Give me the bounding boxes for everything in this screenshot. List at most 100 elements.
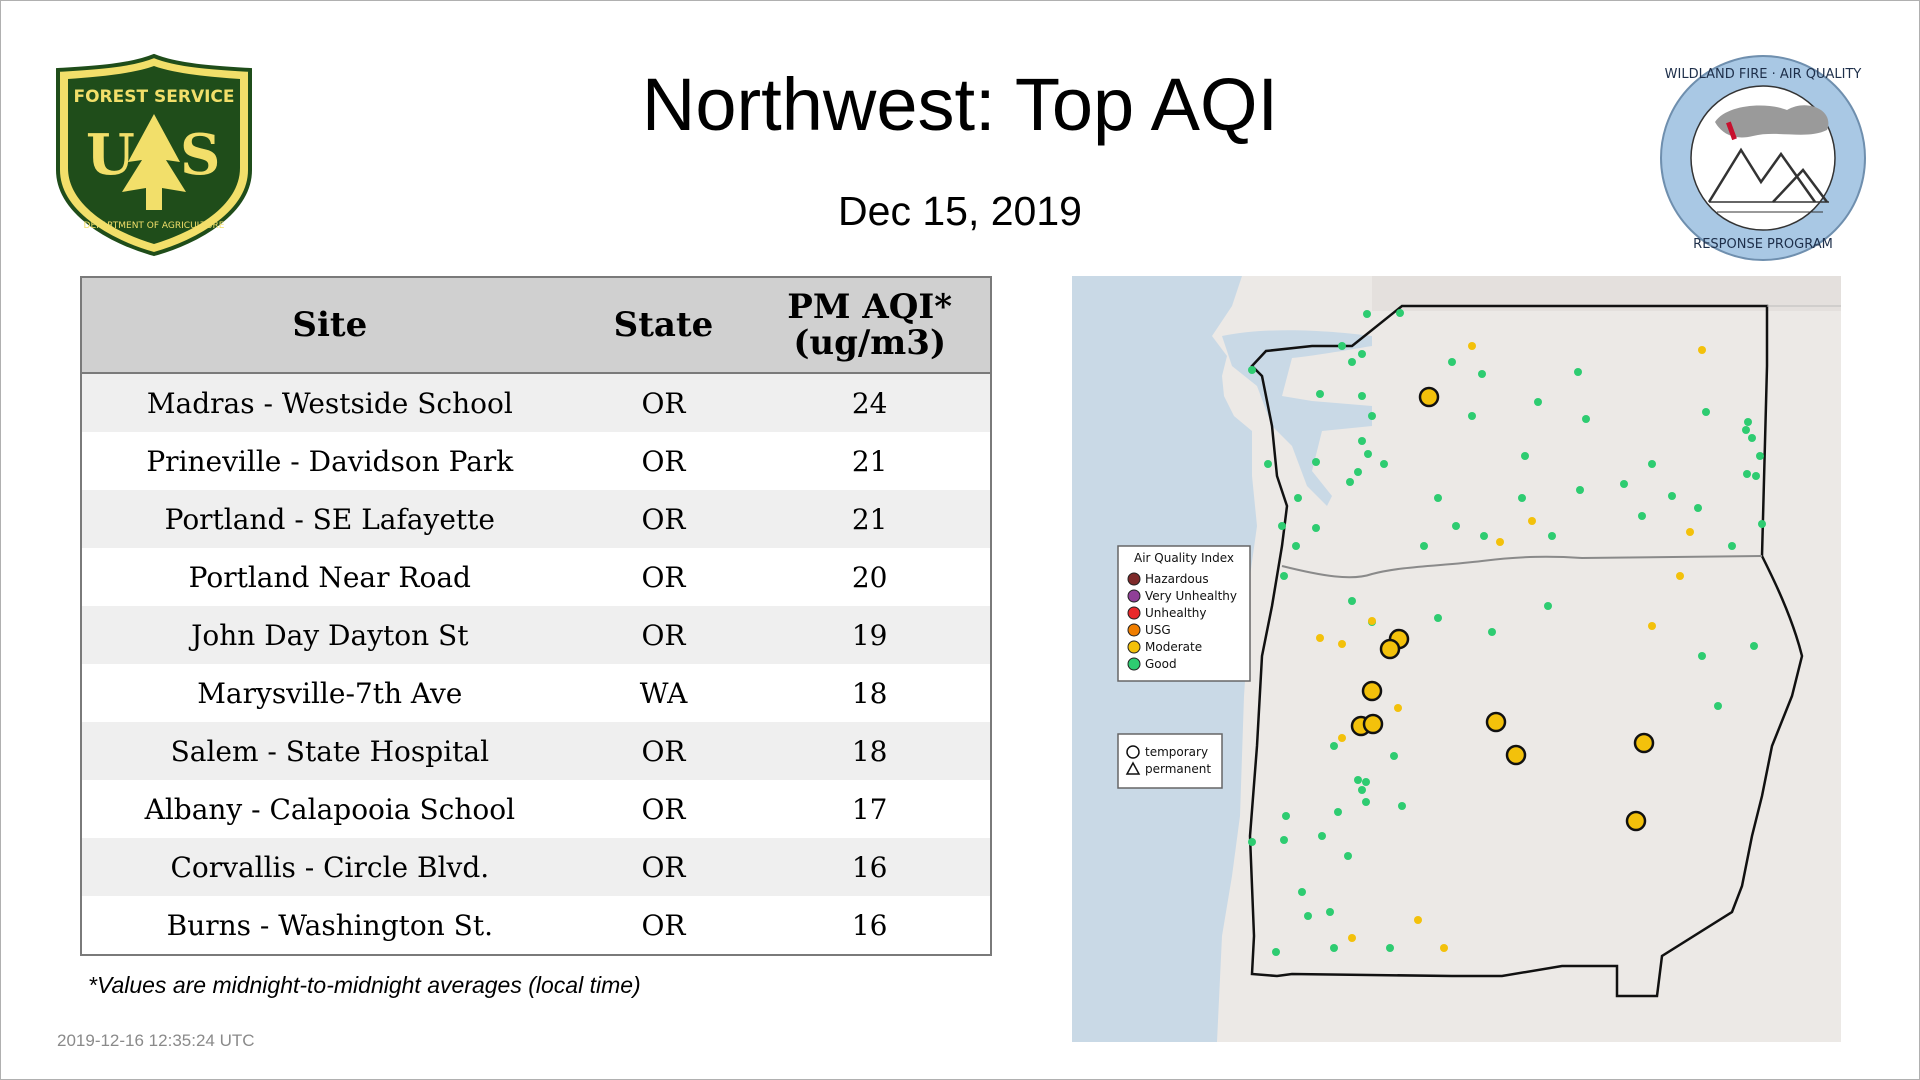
site-dot — [1452, 522, 1460, 530]
site-dot — [1518, 494, 1526, 502]
logo-letter-s: S — [180, 122, 220, 188]
header-pm-aqi-line2: (ug/m3) — [793, 323, 947, 363]
site-dot — [1414, 916, 1422, 924]
site-dot — [1398, 802, 1406, 810]
site-dot — [1282, 812, 1290, 820]
state-cell: OR — [577, 432, 750, 490]
legend-hazardous: Hazardous — [1145, 572, 1209, 586]
temporary-site-marker — [1633, 732, 1655, 754]
site-dot — [1448, 358, 1456, 366]
site-dot — [1544, 602, 1552, 610]
site-dot — [1742, 426, 1750, 434]
state-cell: OR — [577, 606, 750, 664]
site-dot — [1702, 408, 1710, 416]
site-dot — [1396, 309, 1404, 317]
temporary-site-marker — [1379, 638, 1401, 660]
site-dot — [1298, 888, 1306, 896]
site-dot — [1348, 358, 1356, 366]
table-row: Corvallis - Circle Blvd. OR 16 — [81, 838, 991, 896]
site-dot — [1620, 480, 1628, 488]
table-row: Prineville - Davidson Park OR 21 — [81, 432, 991, 490]
logo-forest-service-text: FOREST SERVICE — [73, 87, 234, 107]
site-dot — [1480, 532, 1488, 540]
aqi-cell: 17 — [749, 780, 991, 838]
forest-service-logo: U S FOREST SERVICE DEPARTMENT OF AGRICUL… — [56, 53, 252, 257]
logo-letter-u: U — [86, 122, 135, 188]
temporary-site-markers — [1350, 386, 1655, 832]
site-dot — [1338, 342, 1346, 350]
site-dot — [1334, 808, 1342, 816]
header-pm-aqi-line1: PM AQI* — [787, 287, 953, 327]
map-canada — [1372, 276, 1841, 311]
site-dot — [1420, 542, 1428, 550]
site-dot — [1358, 437, 1366, 445]
state-cell: OR — [577, 838, 750, 896]
site-dot — [1272, 948, 1280, 956]
legend-usg: USG — [1145, 623, 1171, 637]
table-row: Madras - Westside School OR 24 — [81, 373, 991, 432]
site-dot — [1354, 468, 1362, 476]
site-dot — [1358, 350, 1366, 358]
site-dot — [1488, 628, 1496, 636]
site-dot — [1496, 538, 1504, 546]
site-dot — [1330, 742, 1338, 750]
aqi-map: Air Quality Index Hazardous Very Unhealt… — [1072, 276, 1841, 1042]
aqi-cell: 16 — [749, 838, 991, 896]
footnote: *Values are midnight-to-midnight average… — [88, 972, 641, 998]
page-title: Northwest: Top AQI — [641, 63, 1279, 146]
table-row: Marysville-7th Ave WA 18 — [81, 664, 991, 722]
top-aqi-table: Site State PM AQI* (ug/m3) Madras - Wests… — [80, 276, 992, 956]
site-dot — [1348, 934, 1356, 942]
state-cell: OR — [577, 722, 750, 780]
site-dot — [1390, 752, 1398, 760]
temporary-site-marker — [1362, 713, 1384, 735]
site-cell: Portland - SE Lafayette — [81, 490, 578, 548]
site-cell: John Day Dayton St — [81, 606, 578, 664]
site-dot — [1312, 524, 1320, 532]
aqi-cell: 21 — [749, 432, 991, 490]
site-dot — [1686, 528, 1694, 536]
site-dot — [1698, 652, 1706, 660]
header-pm-aqi: PM AQI* (ug/m3) — [749, 277, 991, 374]
site-dot — [1534, 398, 1542, 406]
site-dot — [1728, 542, 1736, 550]
aqi-cell: 18 — [749, 722, 991, 780]
aqi-cell: 16 — [749, 896, 991, 955]
site-dot — [1338, 734, 1346, 742]
site-dot — [1363, 310, 1371, 318]
site-dot — [1752, 472, 1760, 480]
logo-wfaq-bottom-text: RESPONSE PROGRAM — [1693, 237, 1833, 252]
temporary-site-marker — [1505, 744, 1527, 766]
report-date: Dec 15, 2019 — [838, 188, 1082, 234]
site-dot — [1758, 520, 1766, 528]
site-dot — [1386, 944, 1394, 952]
table-row: Burns - Washington St. OR 16 — [81, 896, 991, 955]
site-dot — [1576, 486, 1584, 494]
site-dot — [1648, 622, 1656, 630]
aqi-cell: 24 — [749, 373, 991, 432]
table-row: Salem - State Hospital OR 18 — [81, 722, 991, 780]
site-dot — [1440, 944, 1448, 952]
timestamp: 2019-12-16 12:35:24 UTC — [57, 1031, 255, 1050]
site-dot — [1248, 838, 1256, 846]
site-dot — [1316, 390, 1324, 398]
site-dot — [1362, 778, 1370, 786]
site-dot — [1548, 532, 1556, 540]
site-dot — [1364, 450, 1372, 458]
map-wa-or-outline — [1248, 304, 1804, 998]
marker-legend: temporary permanent — [1117, 733, 1223, 789]
temporary-site-marker — [1625, 810, 1647, 832]
logo-dept-text: DEPARTMENT OF AGRICULTURE — [84, 221, 225, 231]
site-dot — [1248, 366, 1256, 374]
site-dot — [1648, 460, 1656, 468]
site-dot — [1304, 912, 1312, 920]
temporary-site-marker — [1361, 680, 1383, 702]
logo-wfaq-top-text: WILDLAND FIRE · AIR QUALITY — [1665, 67, 1862, 82]
table-row: John Day Dayton St OR 19 — [81, 606, 991, 664]
legend-moderate: Moderate — [1145, 640, 1202, 654]
site-dot — [1434, 494, 1442, 502]
site-dot — [1574, 368, 1582, 376]
site-cell: Burns - Washington St. — [81, 896, 578, 955]
site-dot — [1380, 460, 1388, 468]
table-row: Albany - Calapooia School OR 17 — [81, 780, 991, 838]
